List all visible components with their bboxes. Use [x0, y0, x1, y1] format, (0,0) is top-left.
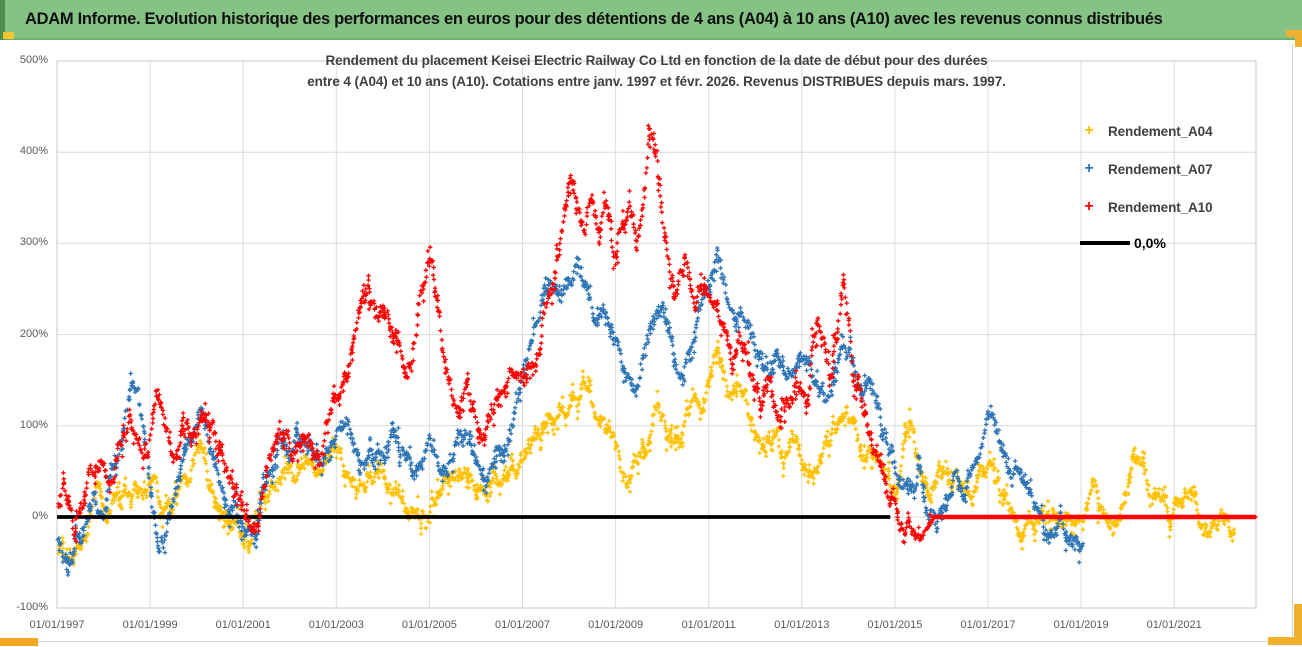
- plus-marker-icon: +: [1084, 198, 1094, 215]
- chart-title-line1: Rendement du placement Keisei Electric R…: [325, 53, 988, 68]
- corner-accent-bottom-left: [0, 638, 38, 646]
- y-tick-label: 100%: [19, 418, 48, 431]
- chart-title-line2: entre 4 (A04) et 10 ans (A10). Cotations…: [307, 74, 1006, 89]
- legend-item: + Rendement_A07: [1080, 159, 1213, 179]
- plus-marker-icon: +: [1084, 122, 1094, 139]
- x-tick-label: 01/01/1999: [122, 619, 178, 631]
- corner-accent-top-right-h: [1286, 30, 1302, 37]
- x-tick-label: 01/01/2013: [774, 619, 830, 631]
- y-tick-label: 0%: [32, 510, 48, 522]
- legend-label: Rendement_A07: [1108, 161, 1213, 177]
- chart-title: Rendement du placement Keisei Electric R…: [57, 50, 1256, 92]
- series-points-rendement_a10: [56, 123, 1258, 545]
- x-tick-label: 01/01/2003: [308, 619, 364, 631]
- x-tick-label: 01/01/2007: [494, 619, 551, 631]
- chart-frame-bottom-border: [0, 641, 1302, 642]
- legend-label: Rendement_A10: [1108, 199, 1213, 215]
- x-tick-label: 01/01/2009: [588, 619, 644, 631]
- x-tick-label: 01/01/2021: [1146, 619, 1202, 631]
- x-tick-label: 01/01/1997: [29, 619, 85, 631]
- x-tick-label: 01/01/2019: [1053, 619, 1109, 631]
- legend-item: + Rendement_A04: [1080, 121, 1213, 141]
- series-points-rendement_a07: [55, 245, 1086, 578]
- x-tick-label: 01/01/2015: [867, 619, 923, 631]
- banner-left-accent: [0, 0, 5, 40]
- x-tick-label: 01/01/2011: [681, 619, 736, 631]
- y-tick-label: -100%: [16, 601, 48, 614]
- y-tick-label: 300%: [19, 236, 48, 249]
- legend-item: + Rendement_A10: [1080, 197, 1213, 217]
- page-title: ADAM Informe. Evolution historique des p…: [25, 9, 1163, 28]
- legend-label: 0,0%: [1134, 235, 1166, 251]
- x-tick-label: 01/01/2017: [960, 619, 1016, 631]
- plus-marker-icon: +: [1084, 160, 1094, 177]
- corner-accent-top-right-v: [1295, 30, 1302, 47]
- corner-accent-bottom-right-h: [1268, 637, 1302, 645]
- chart-frame-right-border: [1292, 44, 1293, 641]
- y-tick-label: 500%: [19, 54, 48, 66]
- plot-border: [56, 60, 1257, 609]
- legend-item: 0,0%: [1080, 233, 1166, 253]
- line-marker-icon: [1080, 241, 1130, 245]
- series-points-rendement_a04: [56, 339, 1237, 567]
- legend-label: Rendement_A04: [1108, 123, 1213, 139]
- corner-accent-bottom-right-v: [1294, 604, 1302, 645]
- y-tick-label: 200%: [19, 327, 48, 340]
- x-tick-label: 01/01/2001: [215, 619, 271, 631]
- y-tick-label: 400%: [19, 145, 48, 158]
- x-tick-label: 01/01/2005: [401, 619, 457, 631]
- title-banner: ADAM Informe. Evolution historique des p…: [0, 0, 1302, 40]
- corner-accent-top-left: [3, 32, 14, 39]
